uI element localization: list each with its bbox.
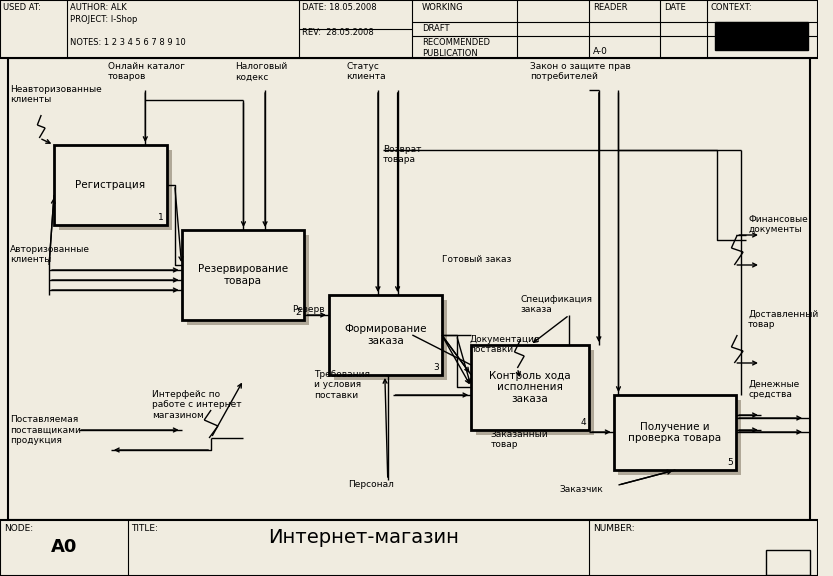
Text: Формирование
заказа: Формирование заказа (344, 324, 426, 346)
Text: Денежные
средства: Денежные средства (748, 380, 800, 399)
Bar (329, 295, 441, 375)
Text: TITLE:: TITLE: (132, 524, 158, 533)
Bar (476, 350, 594, 435)
Text: Контроль хода
исполнения
заказа: Контроль хода исполнения заказа (489, 371, 571, 404)
Text: Авторизованные
клиенты: Авторизованные клиенты (10, 245, 90, 264)
Text: Регистрация: Регистрация (75, 180, 146, 190)
Text: 3: 3 (433, 363, 439, 372)
Text: PUBLICATION: PUBLICATION (422, 49, 478, 58)
Text: Поставляемая
поставщиками
продукция: Поставляемая поставщиками продукция (10, 415, 81, 445)
Text: Доставленный
товар: Доставленный товар (748, 310, 818, 329)
Bar (187, 235, 309, 325)
Text: Онлайн каталог
товаров: Онлайн каталог товаров (108, 62, 185, 81)
Bar (0, 520, 818, 576)
Text: Налоговый
кодекс: Налоговый кодекс (236, 62, 288, 81)
Text: A0: A0 (51, 538, 77, 556)
Text: Резервирование
товара: Резервирование товара (198, 264, 288, 286)
Text: PROJECT: I-Shop: PROJECT: I-Shop (70, 15, 137, 24)
Text: Возврат
товара: Возврат товара (383, 145, 421, 164)
Text: DRAFT: DRAFT (422, 24, 450, 33)
Text: AUTHOR: ALK: AUTHOR: ALK (70, 3, 127, 12)
Bar (715, 22, 808, 50)
Text: WORKING: WORKING (422, 3, 464, 12)
Text: CONTEXT:: CONTEXT: (711, 3, 752, 12)
Text: RECOMMENDED: RECOMMENDED (422, 38, 490, 47)
Text: Заказчик: Заказчик (560, 485, 603, 494)
Bar (471, 345, 589, 430)
Text: Статус
клиента: Статус клиента (347, 62, 387, 81)
Text: 5: 5 (727, 458, 733, 467)
Text: REV:  28.05.2008: REV: 28.05.2008 (302, 28, 374, 37)
Text: Готовый заказ: Готовый заказ (441, 255, 511, 264)
Text: NUMBER:: NUMBER: (593, 524, 635, 533)
Bar (54, 145, 167, 225)
Text: Резерв: Резерв (292, 305, 325, 314)
Text: Спецификация
заказа: Спецификация заказа (521, 295, 592, 314)
Text: DATE: 18.05.2008: DATE: 18.05.2008 (302, 3, 377, 12)
Text: Интернет-магазин: Интернет-магазин (267, 528, 459, 547)
Bar (618, 400, 741, 475)
Bar (7, 58, 810, 520)
Text: A-0: A-0 (593, 47, 608, 56)
Text: 4: 4 (581, 418, 586, 427)
Text: READER: READER (593, 3, 627, 12)
Text: DATE: DATE (664, 3, 686, 12)
Bar (0, 0, 818, 58)
Text: Финансовые
документы: Финансовые документы (748, 215, 808, 234)
Text: Получение и
проверка товара: Получение и проверка товара (628, 422, 721, 444)
Text: NOTES: 1 2 3 4 5 6 7 8 9 10: NOTES: 1 2 3 4 5 6 7 8 9 10 (70, 38, 186, 47)
Bar (182, 230, 304, 320)
Text: 2: 2 (296, 308, 302, 317)
Bar (614, 395, 736, 470)
Bar (334, 300, 446, 380)
Text: USED AT:: USED AT: (3, 3, 41, 12)
Text: Интерфейс по
работе с интернет
магазином: Интерфейс по работе с интернет магазином (152, 390, 242, 420)
Text: Неавторизованные
клиенты: Неавторизованные клиенты (10, 85, 102, 104)
Text: Персонал: Персонал (348, 480, 394, 489)
Text: Документация
поставки: Документация поставки (469, 335, 540, 354)
Text: Закон о защите прав
потребителей: Закон о защите прав потребителей (530, 62, 631, 81)
Bar (59, 150, 172, 230)
Text: Заказанный
товар: Заказанный товар (491, 430, 548, 449)
Bar (766, 550, 810, 575)
Text: 1: 1 (158, 213, 164, 222)
Text: NODE:: NODE: (4, 524, 33, 533)
Text: Требования
и условия
поставки: Требования и условия поставки (314, 370, 370, 400)
